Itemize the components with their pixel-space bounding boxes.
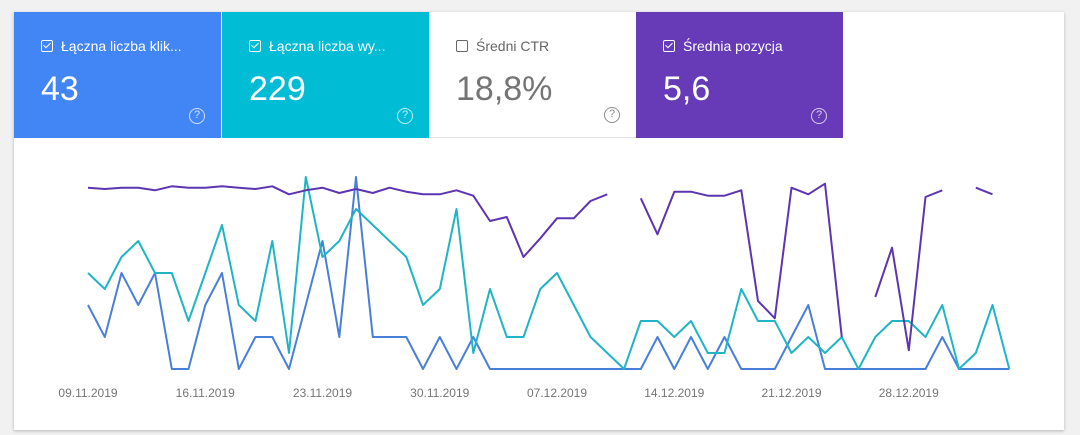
x-tick-label: 16.11.2019 (176, 386, 235, 400)
x-tick-label: 21.12.2019 (761, 386, 821, 400)
x-tick-label: 14.12.2019 (644, 386, 704, 400)
performance-panel: Łączna liczba klik... 43 ? Łączna liczba… (14, 12, 1064, 430)
question-circle-icon[interactable]: ? (189, 108, 205, 124)
metric-card-position[interactable]: Średnia pozycja 5,6 ? (636, 12, 843, 138)
series-line-clicks (87, 176, 1010, 370)
checkbox-checked-icon[interactable] (663, 40, 675, 52)
metric-value: 5,6 (663, 70, 711, 108)
metric-card-clicks[interactable]: Łączna liczba klik... 43 ? (14, 12, 221, 138)
checkbox-checked-icon[interactable] (41, 40, 53, 52)
metric-label: Łączna liczba klik... (61, 38, 182, 54)
question-circle-icon[interactable]: ? (397, 108, 413, 124)
checkbox-checked-icon[interactable] (249, 40, 261, 52)
series-line-position (87, 182, 993, 352)
metric-label: Średnia pozycja (683, 38, 783, 54)
metric-card-impressions[interactable]: Łączna liczba wy... 229 ? (222, 12, 429, 138)
metric-label: Łączna liczba wy... (269, 38, 386, 54)
question-circle-icon[interactable]: ? (604, 107, 620, 123)
series-line-impressions (87, 176, 1011, 370)
metric-value: 43 (41, 70, 79, 108)
question-circle-icon[interactable]: ? (811, 108, 827, 124)
x-tick-label: 09.11.2019 (58, 386, 117, 400)
metric-card-ctr[interactable]: Średni CTR 18,8% ? (429, 12, 636, 138)
metric-value: 18,8% (456, 70, 553, 108)
x-tick-label: 07.12.2019 (527, 386, 587, 400)
x-tick-label: 30.11.2019 (410, 386, 469, 400)
metric-value: 229 (249, 70, 306, 108)
checkbox-unchecked-icon[interactable] (456, 40, 468, 52)
x-tick-label: 23.11.2019 (293, 386, 352, 400)
metric-label: Średni CTR (476, 38, 550, 54)
x-tick-label: 28.12.2019 (879, 386, 939, 400)
